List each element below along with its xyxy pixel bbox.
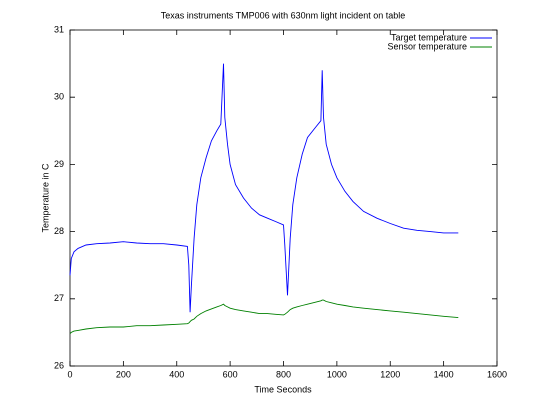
data-line bbox=[69, 299, 459, 335]
y-tick-label: 29 bbox=[54, 159, 64, 169]
x-tick-label: 200 bbox=[116, 369, 131, 379]
chart-title: Texas instruments TMP006 with 630nm ligh… bbox=[161, 10, 405, 20]
x-tick-label: 800 bbox=[276, 369, 291, 379]
x-tick-label: 1200 bbox=[380, 369, 400, 379]
x-tick-label: 0 bbox=[67, 369, 72, 379]
data-line bbox=[69, 63, 459, 313]
x-tick-label: 1400 bbox=[434, 369, 454, 379]
y-tick-label: 31 bbox=[54, 24, 64, 34]
x-tick-label: 1600 bbox=[487, 369, 507, 379]
legend-label: Sensor temperature bbox=[387, 41, 467, 51]
y-tick-label: 27 bbox=[54, 293, 64, 303]
x-axis-label: Time Seconds bbox=[254, 384, 312, 394]
x-tick-label: 1000 bbox=[327, 369, 347, 379]
x-tick-label: 400 bbox=[169, 369, 184, 379]
y-tick-label: 30 bbox=[54, 92, 64, 102]
x-tick-label: 600 bbox=[223, 369, 238, 379]
y-axis-label: Temperature in C bbox=[40, 163, 50, 233]
y-tick-label: 26 bbox=[54, 360, 64, 370]
legend-label: Target temperature bbox=[391, 32, 467, 42]
y-tick-label: 28 bbox=[54, 226, 64, 236]
